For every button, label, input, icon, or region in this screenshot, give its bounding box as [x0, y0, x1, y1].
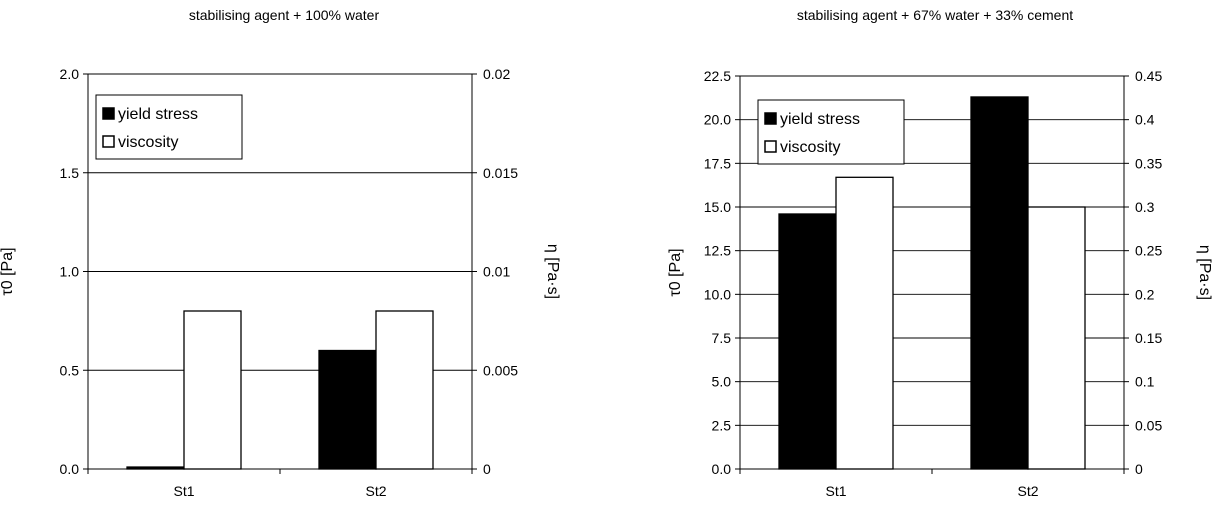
- left-tick-label: 0.0: [712, 461, 732, 477]
- bar-yield-stress-st1: [778, 213, 837, 470]
- bar-yield-stress-st2: [970, 96, 1029, 470]
- legend-swatch: [102, 135, 115, 148]
- left-tick-label: 1.5: [60, 165, 80, 181]
- left-tick-label: 17.5: [704, 155, 731, 171]
- legend: yield stress viscosity: [757, 99, 905, 165]
- bar-viscosity-st1: [183, 310, 242, 470]
- bar-yield-stress-st1: [126, 466, 185, 470]
- right-tick-label: 0: [1135, 461, 1143, 477]
- right-tick-label: 0.15: [1135, 330, 1162, 346]
- left-tick-label: 15.0: [704, 199, 731, 215]
- x-tick-label: St2: [365, 483, 386, 499]
- right-tick-label: 0.35: [1135, 155, 1162, 171]
- right-tick-label: 0.2: [1135, 286, 1155, 302]
- bar-viscosity-st2: [1027, 206, 1086, 470]
- x-tick-label: St1: [825, 483, 846, 499]
- chart-2: stabilising agent + 67% water + 33% ceme…: [667, 7, 1213, 499]
- legend-label: viscosity: [780, 139, 840, 156]
- right-tick-label: 0.3: [1135, 199, 1155, 215]
- legend-label: viscosity: [118, 134, 178, 151]
- right-tick-label: 0: [483, 461, 491, 477]
- legend-box: [95, 94, 243, 160]
- left-tick-label: 1.0: [60, 264, 80, 280]
- right-axis-label: η [Pa·s]: [1196, 245, 1213, 300]
- left-axis-label: τ0 [Pa]: [0, 247, 16, 295]
- right-tick-label: 0.015: [483, 165, 518, 181]
- left-tick-label: 0.0: [60, 461, 80, 477]
- left-tick-label: 0.5: [60, 362, 80, 378]
- legend-label: yield stress: [118, 106, 198, 123]
- chart-1: stabilising agent + 100% water 0.0 0.5 1.0 1…: [0, 7, 561, 499]
- left-tick-label: 5.0: [712, 374, 732, 390]
- legend-swatch: [764, 140, 777, 153]
- right-tick-label: 0.02: [483, 66, 510, 82]
- right-tick-label: 0.05: [1135, 417, 1162, 433]
- legend-swatch: [764, 112, 777, 125]
- legend-swatch: [102, 107, 115, 120]
- left-tick-label: 2.5: [712, 417, 732, 433]
- right-tick-label: 0.1: [1135, 374, 1155, 390]
- x-tick-label: St2: [1017, 483, 1038, 499]
- right-axis-label: η [Pa·s]: [544, 244, 561, 299]
- legend-label: yield stress: [780, 111, 860, 128]
- bar-yield-stress-st2: [318, 349, 377, 470]
- chart-title: stabilising agent + 67% water + 33% ceme…: [797, 7, 1073, 23]
- bar-viscosity-st1: [835, 176, 894, 470]
- left-tick-label: 12.5: [704, 243, 731, 259]
- left-tick-label: 7.5: [712, 330, 732, 346]
- x-tick-label: St1: [173, 483, 194, 499]
- legend-box: [757, 99, 905, 165]
- left-tick-label: 22.5: [704, 68, 731, 84]
- legend: yield stress viscosity: [95, 94, 243, 160]
- right-tick-label: 0.45: [1135, 68, 1162, 84]
- left-axis-label: τ0 [Pa]: [667, 248, 684, 296]
- right-tick-label: 0.005: [483, 362, 518, 378]
- right-tick-label: 0.25: [1135, 243, 1162, 259]
- chart-title: stabilising agent + 100% water: [189, 7, 380, 23]
- right-tick-label: 0.01: [483, 264, 510, 280]
- right-tick-label: 0.4: [1135, 112, 1155, 128]
- left-tick-label: 10.0: [704, 286, 731, 302]
- left-tick-label: 20.0: [704, 112, 731, 128]
- bar-viscosity-st2: [375, 310, 434, 470]
- left-tick-label: 2.0: [60, 66, 80, 82]
